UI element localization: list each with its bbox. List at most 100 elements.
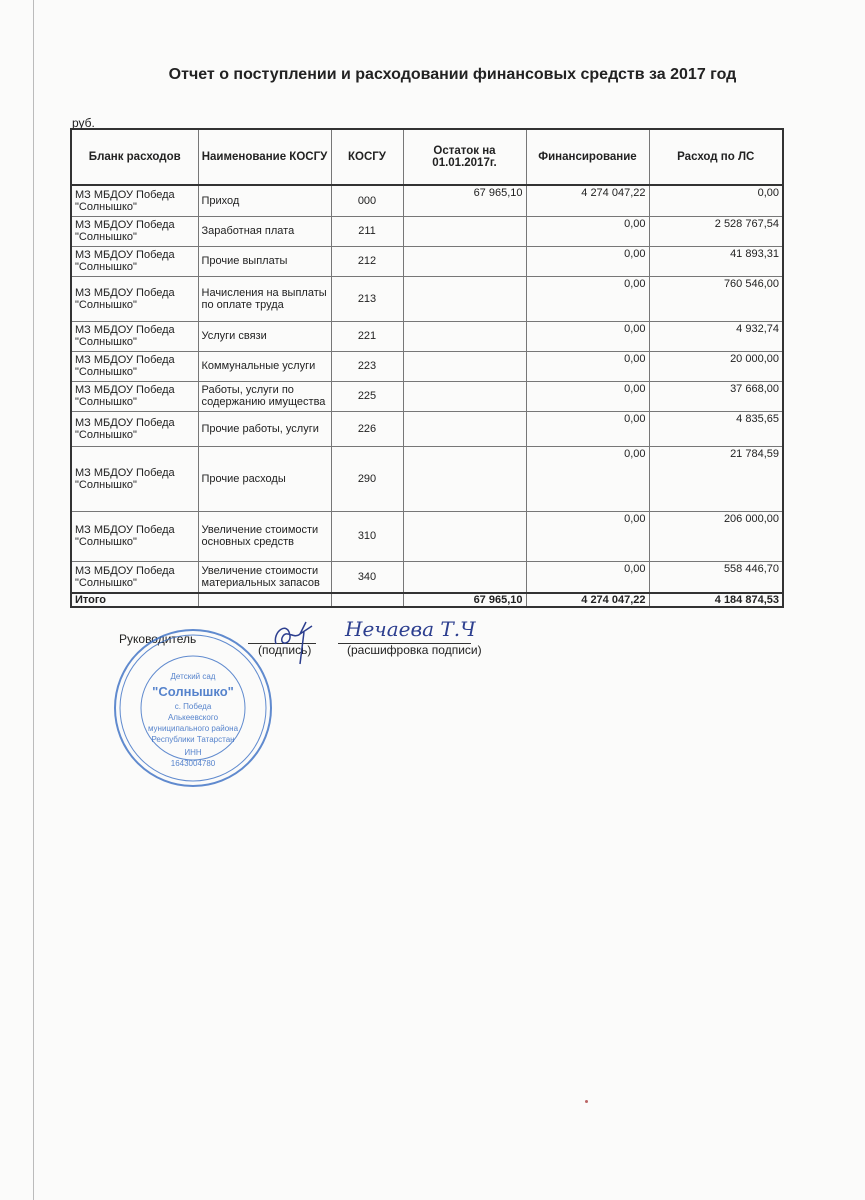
funding-cell: 4 274 047,22 — [525, 184, 650, 217]
code-cell: 211 — [330, 215, 404, 247]
total-label: Итого — [70, 592, 199, 608]
signature-caption: (подпись) — [258, 643, 312, 657]
expense-cell: 21 784,59 — [648, 445, 784, 512]
code-cell: 212 — [330, 245, 404, 277]
balance-cell — [402, 275, 527, 322]
blank-cell: МЗ МБДОУ Победа "Солнышко" — [70, 410, 199, 447]
code-cell: 290 — [330, 445, 404, 512]
header-name: Наименование КОСГУ — [197, 128, 332, 186]
currency-unit: руб. — [72, 116, 95, 130]
funding-cell: 0,00 — [525, 245, 650, 277]
total-balance: 67 965,10 — [402, 592, 527, 608]
expense-cell: 4 932,74 — [648, 320, 784, 352]
table-row: МЗ МБДОУ Победа "Солнышко" Приход 000 67 96… — [70, 184, 784, 217]
table-row: МЗ МБДОУ Победа "Солнышко" Прочие выплаты… — [70, 245, 784, 277]
balance-cell — [402, 320, 527, 352]
stamp-line: "Солнышко" — [152, 684, 234, 699]
balance-cell — [402, 410, 527, 447]
table-row: МЗ МБДОУ Победа "Солнышко" Начисления на … — [70, 275, 784, 322]
stamp-line: Республики Татарстан — [151, 735, 234, 744]
scan-edge — [33, 0, 34, 1200]
expense-cell: 37 668,00 — [648, 380, 784, 412]
expense-cell: 20 000,00 — [648, 350, 784, 382]
name-cell: Работы, услуги по содержанию имущества — [197, 380, 332, 412]
funding-cell: 0,00 — [525, 380, 650, 412]
handwritten-name: Нечаева Т.Ч — [345, 617, 476, 641]
balance-cell — [402, 560, 527, 594]
blank-cell: МЗ МБДОУ Победа "Солнышко" — [70, 510, 199, 562]
name-cell: Прочие работы, услуги — [197, 410, 332, 447]
document-title: Отчет о поступлении и расходовании финан… — [168, 66, 737, 83]
expense-cell: 0,00 — [648, 184, 784, 217]
organization-stamp: Детский сад "Солнышко" с. Победа Алькеевско… — [114, 629, 272, 787]
name-cell: Услуги связи — [197, 320, 332, 352]
funding-cell: 0,00 — [525, 445, 650, 512]
funding-cell: 0,00 — [525, 410, 650, 447]
decode-caption: (расшифровка подписи) — [347, 643, 482, 657]
header-expense: Расход по ЛС — [648, 128, 784, 186]
balance-cell — [402, 380, 527, 412]
decode-line — [338, 643, 471, 644]
table-row: МЗ МБДОУ Победа "Солнышко" Прочие работы,… — [70, 410, 784, 447]
table-row: МЗ МБДОУ Победа "Солнышко" Услуги связи 22… — [70, 320, 784, 352]
table-row: МЗ МБДОУ Победа "Солнышко" Заработная пла… — [70, 215, 784, 247]
balance-cell — [402, 350, 527, 382]
code-cell: 223 — [330, 350, 404, 382]
empty-cell — [197, 592, 332, 608]
blank-cell: МЗ МБДОУ Победа "Солнышко" — [70, 445, 199, 512]
name-cell: Прочие выплаты — [197, 245, 332, 277]
stamp-line: Детский сад — [171, 672, 216, 681]
stamp-line: муниципального района — [148, 724, 239, 733]
expense-cell: 4 835,65 — [648, 410, 784, 447]
signature-line — [248, 643, 316, 644]
name-cell: Коммунальные услуги — [197, 350, 332, 382]
code-cell: 226 — [330, 410, 404, 447]
name-cell: Увеличение стоимости материальных запасо… — [197, 560, 332, 594]
total-expense: 4 184 874,53 — [648, 592, 784, 608]
funding-cell: 0,00 — [525, 215, 650, 247]
blank-cell: МЗ МБДОУ Победа "Солнышко" — [70, 320, 199, 352]
header-blank: Бланк расходов — [70, 128, 199, 186]
stamp-line: 1643004780 — [171, 759, 216, 768]
balance-cell — [402, 215, 527, 247]
funding-cell: 0,00 — [525, 320, 650, 352]
stamp-line: с. Победа — [175, 702, 212, 711]
expense-cell: 41 893,31 — [648, 245, 784, 277]
header-balance: Остаток на 01.01.2017г. — [402, 128, 527, 186]
blank-cell: МЗ МБДОУ Победа "Солнышко" — [70, 215, 199, 247]
header-funding: Финансирование — [525, 128, 650, 186]
funding-cell: 0,00 — [525, 560, 650, 594]
funding-cell: 0,00 — [525, 350, 650, 382]
code-cell: 213 — [330, 275, 404, 322]
code-cell: 310 — [330, 510, 404, 562]
scan-speck — [585, 1100, 588, 1103]
name-cell: Начисления на выплаты по оплате труда — [197, 275, 332, 322]
code-cell: 225 — [330, 380, 404, 412]
blank-cell: МЗ МБДОУ Победа "Солнышко" — [70, 350, 199, 382]
blank-cell: МЗ МБДОУ Победа "Солнышко" — [70, 245, 199, 277]
table-row: МЗ МБДОУ Победа "Солнышко" Увеличение сто… — [70, 510, 784, 562]
expense-cell: 558 446,70 — [648, 560, 784, 594]
header-code: КОСГУ — [330, 128, 404, 186]
blank-cell: МЗ МБДОУ Победа "Солнышко" — [70, 380, 199, 412]
balance-cell — [402, 510, 527, 562]
finance-table: Бланк расходов Наименование КОСГУ КОСГУ … — [70, 128, 784, 608]
balance-cell — [402, 245, 527, 277]
expense-cell: 760 546,00 — [648, 275, 784, 322]
total-funding: 4 274 047,22 — [525, 592, 650, 608]
balance-cell — [402, 445, 527, 512]
funding-cell: 0,00 — [525, 510, 650, 562]
name-cell: Прочие расходы — [197, 445, 332, 512]
stamp-line: ИНН — [184, 748, 202, 757]
table-row: МЗ МБДОУ Победа "Солнышко" Увеличение сто… — [70, 560, 784, 594]
blank-cell: МЗ МБДОУ Победа "Солнышко" — [70, 560, 199, 594]
blank-cell: МЗ МБДОУ Победа "Солнышко" — [70, 184, 199, 217]
stamp-line: Алькеевского — [168, 713, 219, 722]
empty-cell — [330, 592, 404, 608]
table-row: МЗ МБДОУ Победа "Солнышко" Работы, услуги… — [70, 380, 784, 412]
expense-cell: 206 000,00 — [648, 510, 784, 562]
total-row: Итого 67 965,10 4 274 047,22 4 184 874,5… — [70, 592, 784, 608]
code-cell: 221 — [330, 320, 404, 352]
code-cell: 000 — [330, 184, 404, 217]
funding-cell: 0,00 — [525, 275, 650, 322]
